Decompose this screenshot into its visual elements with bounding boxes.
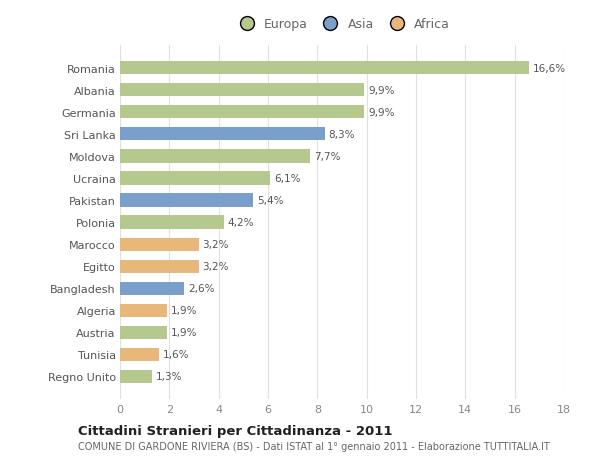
Bar [120,84,364,97]
Bar [120,128,325,141]
Text: 1,9%: 1,9% [170,328,197,338]
Text: 5,4%: 5,4% [257,196,283,206]
Bar [120,150,310,163]
Text: 9,9%: 9,9% [368,107,394,118]
Text: 8,3%: 8,3% [328,129,355,140]
Text: 3,2%: 3,2% [203,240,229,250]
Bar [120,370,152,383]
Bar [120,326,167,339]
Text: Cittadini Stranieri per Cittadinanza - 2011: Cittadini Stranieri per Cittadinanza - 2… [78,424,392,437]
Text: 4,2%: 4,2% [227,218,254,228]
Bar [120,304,167,317]
Bar [120,238,199,251]
Text: 16,6%: 16,6% [533,64,566,73]
Text: 6,1%: 6,1% [274,174,301,184]
Text: 7,7%: 7,7% [314,151,340,162]
Text: 3,2%: 3,2% [203,262,229,272]
Bar [120,216,224,229]
Text: 2,6%: 2,6% [188,284,214,294]
Bar [120,260,199,273]
Bar [120,106,364,119]
Bar [120,282,184,295]
Bar [120,62,529,75]
Text: 9,9%: 9,9% [368,85,394,95]
Bar [120,172,271,185]
Legend: Europa, Asia, Africa: Europa, Asia, Africa [229,13,455,36]
Text: 1,9%: 1,9% [170,306,197,316]
Text: 1,3%: 1,3% [156,372,182,381]
Text: 1,6%: 1,6% [163,350,190,360]
Text: COMUNE DI GARDONE RIVIERA (BS) - Dati ISTAT al 1° gennaio 2011 - Elaborazione TU: COMUNE DI GARDONE RIVIERA (BS) - Dati IS… [78,441,550,451]
Bar [120,194,253,207]
Bar [120,348,160,361]
